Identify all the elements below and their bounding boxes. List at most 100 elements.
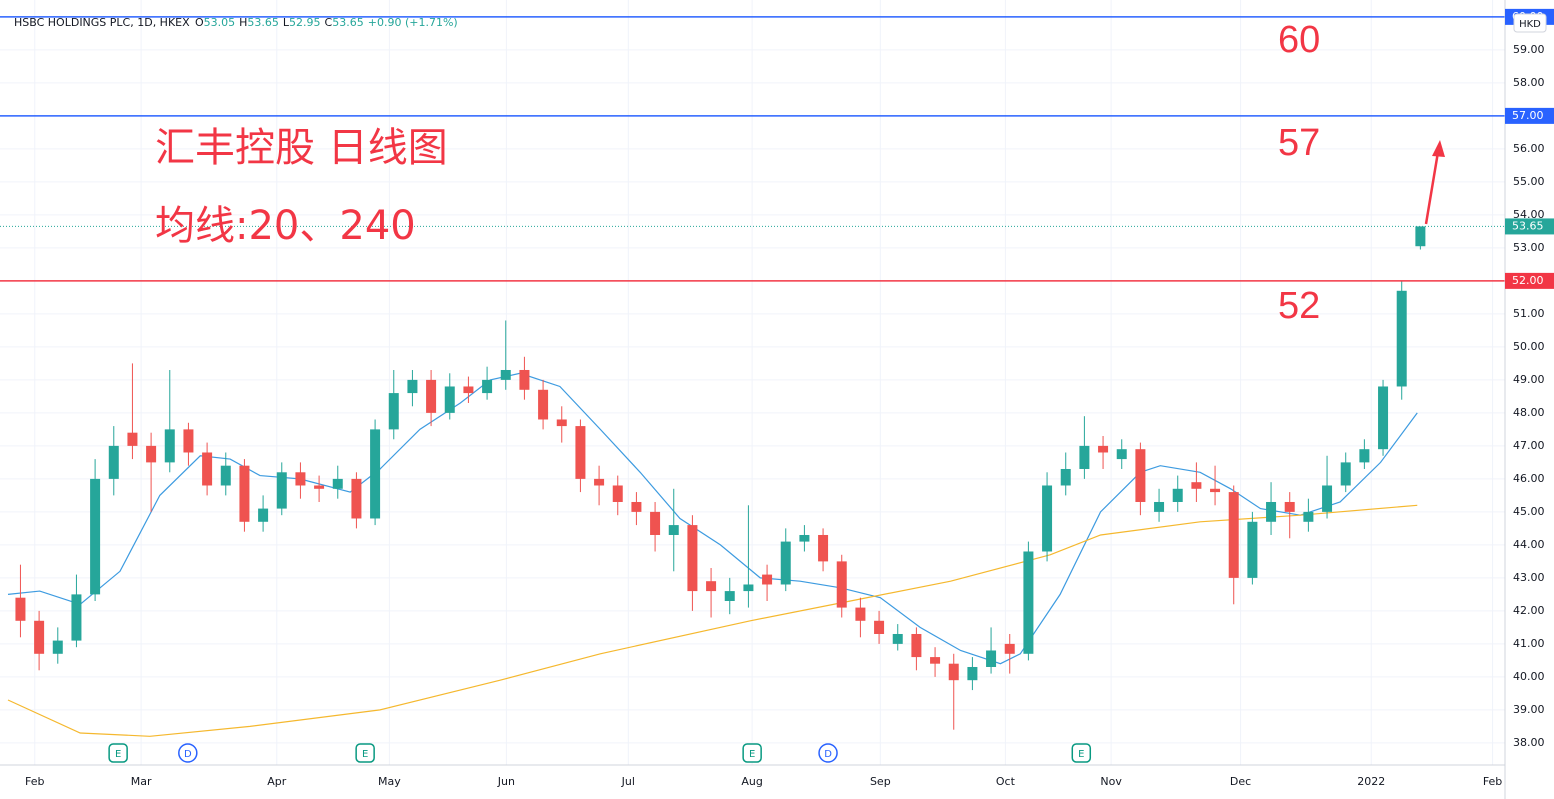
level-note: 60 [1278, 19, 1320, 61]
candle-body [594, 478, 605, 486]
candle-body [1247, 521, 1258, 578]
y-tick-label: 41.00 [1513, 637, 1545, 650]
event-icon [742, 743, 762, 763]
level-note: 57 [1278, 122, 1320, 164]
candle-body [706, 581, 717, 592]
y-tick-label: 42.00 [1513, 604, 1545, 617]
candle-body [388, 393, 399, 430]
level-label: 52.00 [1512, 274, 1544, 287]
y-tick-label: 49.00 [1513, 373, 1545, 386]
candle-body [34, 620, 45, 654]
candle-body [538, 389, 549, 420]
level-label: 57.00 [1512, 109, 1544, 122]
candle-body [612, 485, 623, 502]
candle-body [1266, 501, 1277, 522]
x-tick-label: Feb [1483, 775, 1502, 788]
candle-body [1004, 643, 1015, 654]
candle-body [295, 472, 306, 486]
y-tick-label: 39.00 [1513, 703, 1545, 716]
x-tick-label: May [378, 775, 401, 788]
x-tick-label: Aug [741, 775, 762, 788]
y-tick-label: 44.00 [1513, 538, 1545, 551]
change: +0.90 (+1.71%) [368, 16, 458, 29]
y-tick-label: 46.00 [1513, 472, 1545, 485]
candle-body [1396, 290, 1407, 387]
candle-body [71, 594, 82, 641]
candle-body [668, 525, 679, 535]
level-note: 52 [1278, 285, 1320, 327]
symbol: HSBC HOLDINGS PLC, 1D, HKEX O53.05 H53.65 L… [14, 16, 458, 29]
candle-body [687, 525, 698, 592]
candle-body [1340, 462, 1351, 486]
candle-body [1322, 485, 1333, 512]
candle-body [407, 379, 418, 394]
event-icon [108, 743, 128, 763]
arrow-head [1432, 140, 1445, 157]
candle-body [519, 369, 530, 390]
candle-body [239, 465, 250, 522]
chart-subtitle: 均线:20、240 [155, 203, 416, 249]
candle-body [836, 561, 847, 608]
candle-body [986, 650, 997, 667]
candle-body [1154, 501, 1165, 512]
ohlc-value: 53.65 [332, 16, 364, 29]
event-label: E [362, 749, 368, 760]
header: HSBC HOLDINGS PLC, 1D, HKEX O53.05 H53.65 L… [14, 16, 458, 29]
candle-body [1191, 482, 1202, 489]
candle-body [724, 591, 735, 601]
candle-body [799, 534, 810, 542]
candle-body [948, 663, 959, 681]
candle-body [426, 379, 437, 413]
y-tick-label: 47.00 [1513, 439, 1545, 452]
event-label: E [1078, 749, 1084, 760]
candle-body [1079, 445, 1090, 469]
ohlc-key: O [195, 16, 204, 29]
candle-body [90, 478, 101, 595]
candle-body [650, 511, 661, 535]
grid [0, 0, 1505, 765]
candle-body [146, 445, 157, 463]
last-price-box [1505, 218, 1554, 235]
y-tick-label: 50.00 [1513, 340, 1545, 353]
x-tick-label: Sep [870, 775, 891, 788]
candle-body [556, 419, 567, 427]
event-icon [1071, 743, 1092, 763]
candle-body [1378, 386, 1389, 450]
candle-body [780, 541, 791, 585]
y-tick-label: 43.00 [1513, 571, 1545, 584]
event-label: E [115, 749, 121, 760]
ohlc-value: 53.65 [247, 16, 279, 29]
x-tick-label: Mar [131, 775, 152, 788]
candle-body [855, 607, 866, 621]
y-tick-label: 59.00 [1513, 43, 1545, 56]
event-icon [355, 743, 375, 763]
x-tick-label: 2022 [1357, 775, 1385, 788]
y-tick-label: 55.00 [1513, 175, 1545, 188]
currency-box[interactable] [1513, 13, 1547, 33]
x-tick-label: Jul [621, 775, 635, 788]
x-tick-label: Jun [497, 775, 515, 788]
ohlc-key: H [239, 16, 247, 29]
ohlc-value: 52.95 [289, 16, 321, 29]
x-tick-label: Nov [1100, 775, 1122, 788]
chart-title: 汇丰控股 日线图 [155, 125, 448, 171]
x-tick-label: Oct [996, 775, 1016, 788]
level-label-box [1505, 107, 1554, 124]
candle-body [631, 501, 642, 512]
event-icon [818, 743, 838, 763]
arrow [1424, 140, 1445, 225]
candle-body [1023, 551, 1034, 654]
y-tick-label: 58.00 [1513, 76, 1545, 89]
currency: HKD [1519, 19, 1541, 30]
event-label: E [749, 749, 755, 760]
event-icon [178, 743, 198, 763]
candle-body [1415, 226, 1426, 247]
moving-average [7, 504, 1418, 737]
candle-body [276, 472, 287, 509]
candle-body [463, 386, 474, 394]
x-tick-label: Feb [25, 775, 44, 788]
candle-body [15, 597, 26, 621]
candle-body [1098, 445, 1109, 453]
candle-body [314, 485, 325, 489]
x-tick-label: Apr [267, 775, 287, 788]
